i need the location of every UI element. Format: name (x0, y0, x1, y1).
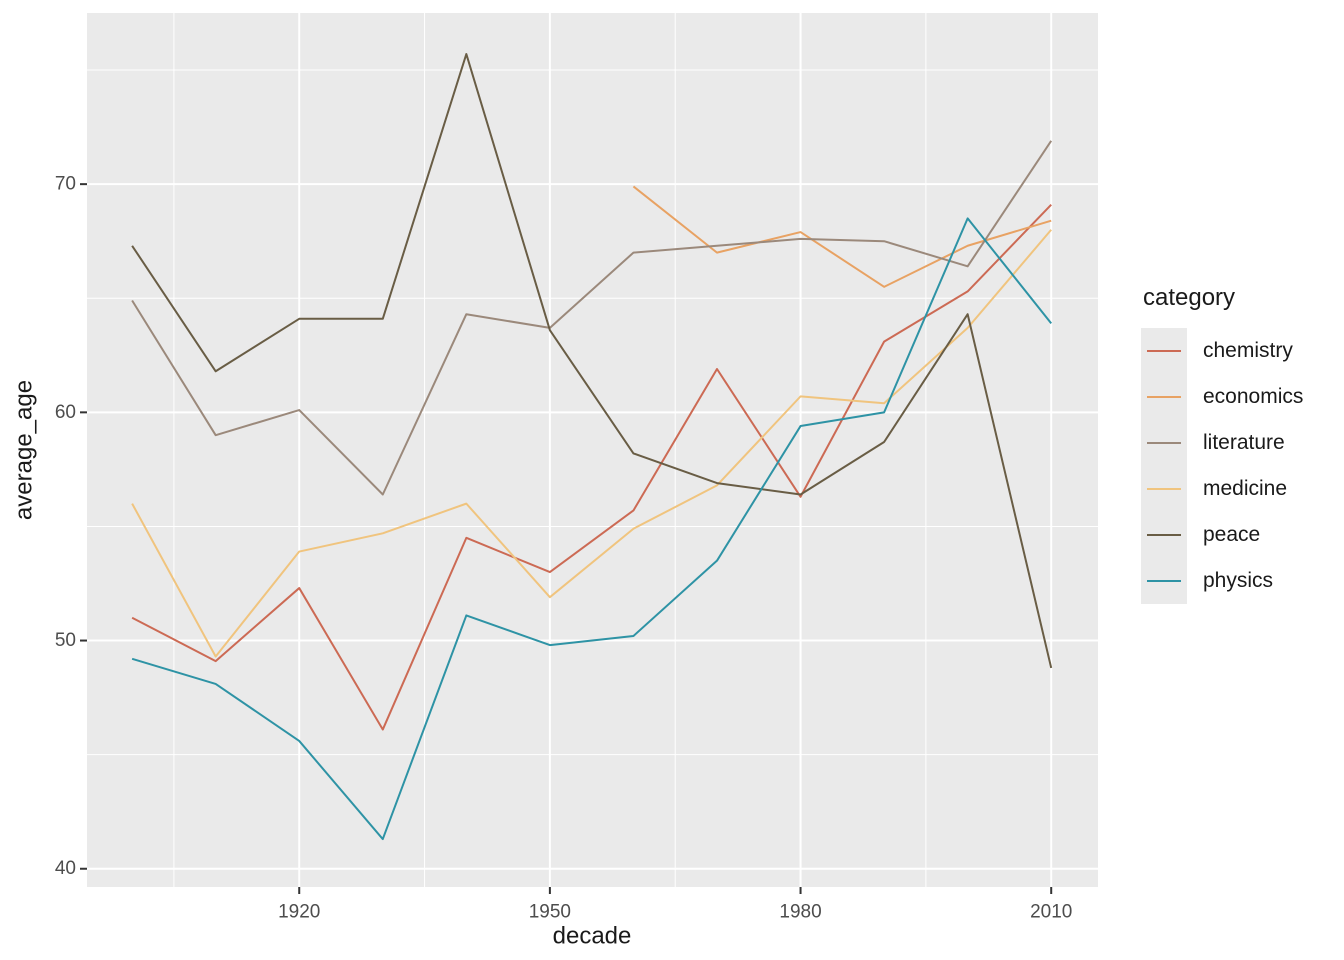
legend-label: medicine (1203, 477, 1288, 500)
y-axis-title: average_age (11, 380, 38, 520)
plot-panel (87, 13, 1098, 887)
axis-ticks (80, 183, 1053, 894)
legend-item-chemistry: chemistry (1141, 328, 1303, 374)
legend-label: physics (1203, 569, 1274, 592)
series-line-medicine (131, 229, 1052, 658)
legend-key (1141, 420, 1187, 466)
x-tick-label: 1920 (278, 902, 320, 923)
legend-key-line-medicine (1147, 488, 1181, 490)
legend-key (1141, 466, 1187, 512)
legend-item-peace: peace (1141, 512, 1303, 558)
legend-key (1141, 512, 1187, 558)
legend-label: peace (1203, 523, 1261, 546)
legend-key-line-physics (1147, 580, 1181, 582)
legend-items: chemistry economics literature medicine … (1141, 328, 1303, 604)
series-line-chemistry (131, 203, 1052, 731)
legend-item-literature: literature (1141, 420, 1303, 466)
y-tick-label: 70 (55, 174, 76, 195)
legend-key-line-chemistry (1147, 350, 1181, 352)
legend-key-line-economics (1147, 396, 1181, 398)
y-tick-label: 50 (55, 630, 76, 651)
legend-label: economics (1203, 385, 1304, 408)
legend-item-economics: economics (1141, 374, 1303, 420)
legend: category chemistry economics literature … (1141, 284, 1303, 604)
y-tick-label: 40 (55, 858, 76, 879)
legend-title: category (1143, 284, 1236, 311)
x-tick-label: 1950 (529, 902, 571, 923)
legend-key (1141, 328, 1187, 374)
series-line-peace (131, 53, 1053, 669)
x-tick-label: 2010 (1030, 902, 1072, 923)
legend-item-medicine: medicine (1141, 466, 1303, 512)
series-line-physics (131, 217, 1052, 841)
panel-background (87, 13, 1098, 887)
minor-gridlines (87, 13, 1098, 887)
y-tick-label: 60 (55, 402, 76, 423)
series-line-literature (131, 140, 1053, 496)
x-axis-title: decade (553, 923, 632, 950)
legend-key-line-peace (1147, 534, 1181, 536)
legend-key (1141, 374, 1187, 420)
series-line-economics (632, 185, 1052, 288)
legend-key (1141, 558, 1187, 604)
legend-label: chemistry (1203, 339, 1293, 362)
series-lines (131, 53, 1053, 841)
axis-tick-labels: 1920 1950 1980 2010 40 50 60 70 (55, 174, 1072, 923)
legend-item-physics: physics (1141, 558, 1303, 604)
x-tick-label: 1980 (779, 902, 821, 923)
legend-key-line-literature (1147, 442, 1181, 444)
legend-label: literature (1203, 431, 1285, 454)
